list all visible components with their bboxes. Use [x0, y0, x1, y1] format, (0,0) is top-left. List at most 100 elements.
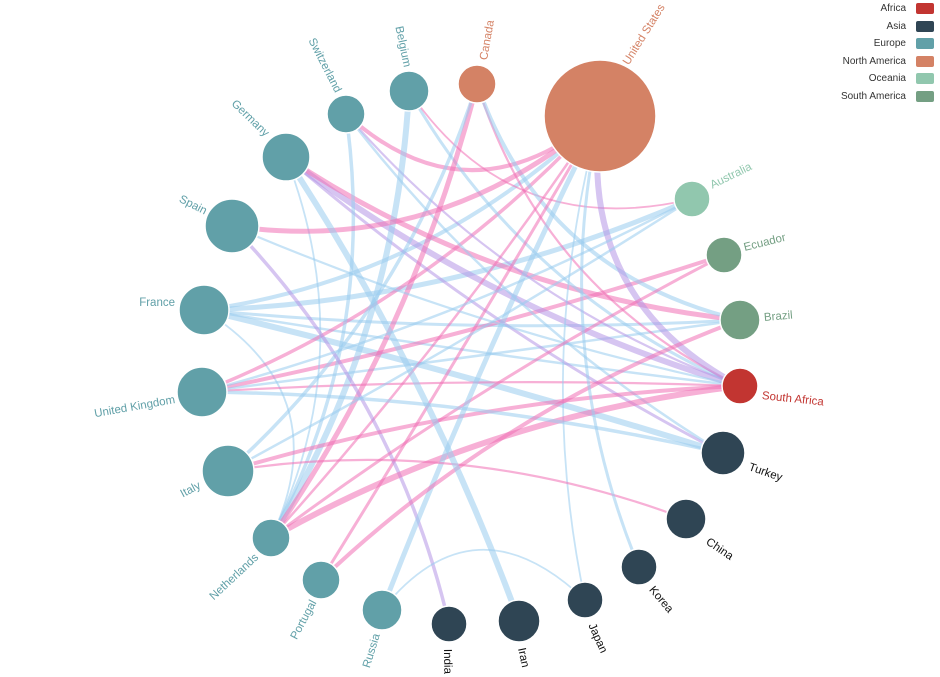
node-label-russia: Russia: [361, 632, 383, 670]
link-france-south-africa: [202, 308, 742, 388]
legend-item-africa[interactable]: Africa: [842, 0, 938, 18]
node-india[interactable]: [430, 605, 468, 643]
link-australia-united-kingdom: [200, 197, 694, 394]
node-china[interactable]: [665, 498, 707, 540]
legend-label-oceania: Oceania: [868, 73, 906, 84]
legend-swatch-oceania: [916, 73, 934, 84]
link-switzerland-netherlands: [269, 112, 356, 540]
node-label-spain: Spain: [177, 193, 209, 217]
node-france[interactable]: [178, 284, 230, 336]
link-germany-brazil: [283, 154, 743, 323]
nodes-layer: United States Australia Ecuador Brazil South…: [93, 2, 825, 675]
node-label-france: France: [139, 297, 175, 309]
node-label-korea: Korea: [646, 584, 675, 616]
link-netherlands-south-africa: [268, 383, 743, 541]
node-canada[interactable]: [457, 64, 497, 104]
link-russia-united-states: [379, 113, 603, 613]
legend-swatch-europe: [916, 38, 934, 49]
link-russia-japan: [381, 548, 586, 611]
legend-item-north-america[interactable]: North America: [842, 53, 938, 71]
node-label-switzerland: Switzerland: [306, 36, 344, 94]
node-label-united-kingdom: United Kingdom: [93, 394, 176, 420]
node-label-portugal: Portugal: [289, 598, 320, 641]
node-label-canada: Canada: [478, 19, 497, 61]
link-spain-south-africa: [230, 224, 742, 388]
link-italy-south-africa: [226, 384, 742, 473]
link-france-brazil: [202, 308, 742, 328]
legend-item-south-america[interactable]: South America: [840, 88, 938, 106]
link-united-states-portugal: [319, 114, 602, 582]
link-united-kingdom-ecuador: [200, 253, 726, 394]
link-germany-turkey: [284, 155, 725, 455]
node-united-kingdom[interactable]: [176, 366, 228, 418]
legend-swatch-north-america: [916, 55, 934, 67]
link-italy-australia: [226, 197, 694, 473]
node-label-brazil: Brazil: [763, 310, 793, 324]
links-layer: [200, 81, 743, 626]
legend-swatch-asia: [916, 20, 934, 32]
legend-swatch-africa: [916, 3, 934, 14]
node-label-belgium: Belgium: [392, 25, 412, 68]
link-germany-south-africa: [283, 154, 743, 389]
node-label-united-states: United States: [621, 2, 668, 67]
node-label-india: India: [441, 649, 453, 675]
link-canada-brazil: [475, 82, 742, 322]
link-united-states-japan: [561, 115, 601, 601]
legend-swatch-south-america: [916, 90, 934, 102]
link-spain-india: [230, 224, 451, 626]
node-ecuador[interactable]: [705, 236, 743, 274]
link-iran-germany: [283, 154, 522, 624]
link-germany-netherlands: [270, 156, 322, 539]
legend-item-asia[interactable]: Asia: [842, 18, 938, 36]
link-canada-italy: [226, 82, 479, 473]
link-belgium-south-africa: [407, 89, 742, 388]
link-france-netherlands: [203, 309, 295, 539]
legend: Africa Asia Europe North America Oceania…: [840, 0, 938, 106]
node-brazil[interactable]: [719, 299, 761, 341]
node-belgium[interactable]: [388, 70, 430, 112]
link-france-turkey: [201, 307, 726, 456]
node-label-netherlands: Netherlands: [208, 551, 262, 602]
node-portugal[interactable]: [301, 560, 341, 600]
link-canada-south-africa: [475, 82, 742, 388]
node-iran[interactable]: [497, 599, 541, 643]
link-netherlands-ecuador: [269, 253, 726, 540]
node-switzerland[interactable]: [326, 94, 366, 134]
legend-label-south-america: South America: [840, 90, 906, 102]
node-label-iran: Iran: [515, 647, 531, 669]
link-canada-netherlands: [268, 81, 480, 541]
legend-label-africa: Africa: [880, 3, 906, 14]
node-south-africa[interactable]: [721, 367, 759, 405]
legend-item-oceania[interactable]: Oceania: [842, 70, 938, 88]
link-brazil-portugal: [319, 318, 742, 582]
link-turkey-united-kingdom: [200, 390, 725, 455]
link-switzerland-turkey: [344, 112, 725, 455]
node-label-italy: Italy: [179, 480, 203, 501]
node-australia[interactable]: [673, 180, 711, 218]
node-japan[interactable]: [566, 581, 604, 619]
node-label-turkey: Turkey: [747, 461, 784, 484]
link-united-kingdom-south-africa: [200, 381, 742, 394]
legend-item-europe[interactable]: Europe: [842, 35, 938, 53]
link-belgium-australia: [408, 90, 693, 210]
node-label-china: China: [704, 536, 736, 563]
link-united-states-netherlands: [269, 114, 602, 540]
link-france-australia: [201, 196, 695, 313]
node-netherlands[interactable]: [251, 518, 291, 558]
link-korea-united-states: [580, 114, 641, 569]
node-italy[interactable]: [201, 444, 255, 498]
node-label-australia: Australia: [708, 161, 754, 192]
node-germany[interactable]: [261, 132, 311, 182]
node-label-ecuador: Ecuador: [743, 232, 788, 254]
node-russia[interactable]: [361, 589, 403, 631]
node-label-japan: Japan: [585, 622, 609, 656]
node-label-south-africa: South Africa: [761, 390, 825, 408]
node-united-states[interactable]: [543, 59, 657, 173]
node-turkey[interactable]: [700, 430, 746, 476]
node-korea[interactable]: [620, 548, 658, 586]
legend-label-north-america: North America: [842, 55, 906, 67]
node-spain[interactable]: [204, 198, 260, 254]
link-belgium-netherlands: [268, 88, 412, 541]
node-label-germany: Germany: [229, 98, 272, 140]
